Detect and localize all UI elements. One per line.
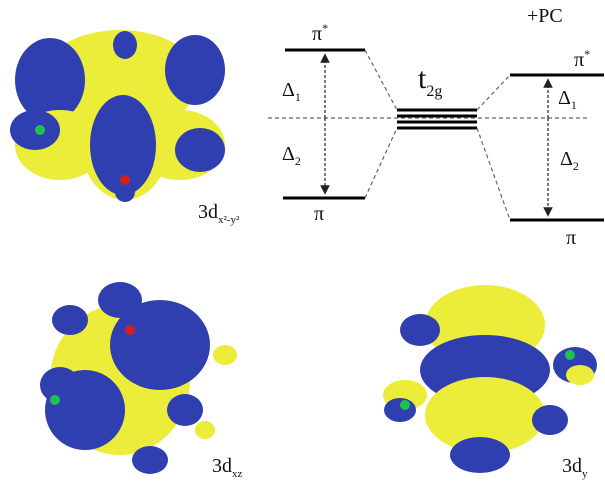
energy-diagram xyxy=(268,50,604,220)
label-pi-star: π* xyxy=(312,21,328,45)
orbital-lobe xyxy=(400,314,440,346)
label-sub: 1 xyxy=(295,90,301,104)
orbital-lobe xyxy=(40,367,80,403)
label-delta1: Δ1 xyxy=(558,87,577,112)
label-sup: * xyxy=(584,47,590,61)
label-sub: 2g xyxy=(426,83,442,100)
orbital-lobe xyxy=(35,125,45,135)
label-pi: π xyxy=(314,203,324,225)
figure: π* Δ1 Δ2 π t2g +PC π* Δ1 Δ2 π 3dx²-y² 3d… xyxy=(0,0,605,485)
label-pc: +PC xyxy=(527,5,563,27)
orbital-lobe xyxy=(50,395,60,405)
orbital-label: 3dxz xyxy=(212,455,243,480)
orbital-lobe xyxy=(400,400,410,410)
label-sub: 1 xyxy=(571,98,577,112)
orbital-lobe xyxy=(165,35,225,105)
orbital-lobe xyxy=(120,175,130,185)
orbital-lobe xyxy=(213,345,237,365)
label-base: π xyxy=(574,49,584,71)
label-delta1: Δ1 xyxy=(282,79,301,104)
orbital-lobe xyxy=(384,398,416,422)
label-sub: y xyxy=(582,468,588,480)
label-t2g: t2g xyxy=(418,62,442,100)
label-delta2: Δ2 xyxy=(282,143,301,168)
orbital-label: 3dy xyxy=(562,455,588,480)
orbital-lobe xyxy=(565,350,575,360)
orbital-dxz xyxy=(40,282,237,474)
label-delta2: Δ2 xyxy=(560,148,579,173)
label-base: Δ xyxy=(558,87,571,109)
label-sub: 2 xyxy=(573,159,579,173)
label-base: 3d xyxy=(198,201,218,223)
label-sub: x²-y² xyxy=(218,214,240,226)
connector xyxy=(365,50,397,110)
label-base: 3d xyxy=(212,455,232,477)
orbital-lobe xyxy=(532,405,568,435)
label-base: 3d xyxy=(562,455,582,477)
label-base: π xyxy=(312,23,322,45)
label-base: Δ xyxy=(282,79,295,101)
orbital-lobe xyxy=(167,394,203,426)
label-base: Δ xyxy=(560,148,573,170)
orbital-lobe xyxy=(98,282,142,318)
label-sub: 2 xyxy=(295,154,301,168)
label-sup: * xyxy=(322,21,328,35)
connector xyxy=(477,128,510,220)
orbital-dx2y2 xyxy=(10,30,225,202)
orbital-dy xyxy=(383,285,597,473)
orbital-label: 3dx²-y² xyxy=(198,201,240,226)
orbital-lobe xyxy=(450,437,510,473)
orbital-lobe xyxy=(132,446,168,474)
connector xyxy=(365,128,397,198)
label-pi: π xyxy=(566,227,576,249)
orbital-lobe xyxy=(175,128,225,172)
orbital-lobe xyxy=(566,365,594,385)
orbital-lobe xyxy=(125,325,135,335)
connector xyxy=(477,75,510,110)
orbital-lobe xyxy=(113,31,137,59)
label-sub: xz xyxy=(232,468,243,480)
orbital-lobe xyxy=(195,421,215,439)
orbital-lobe xyxy=(52,305,88,335)
label-pi-star: π* xyxy=(574,47,590,71)
label-base: Δ xyxy=(282,143,295,165)
orbital-lobe xyxy=(15,38,85,122)
